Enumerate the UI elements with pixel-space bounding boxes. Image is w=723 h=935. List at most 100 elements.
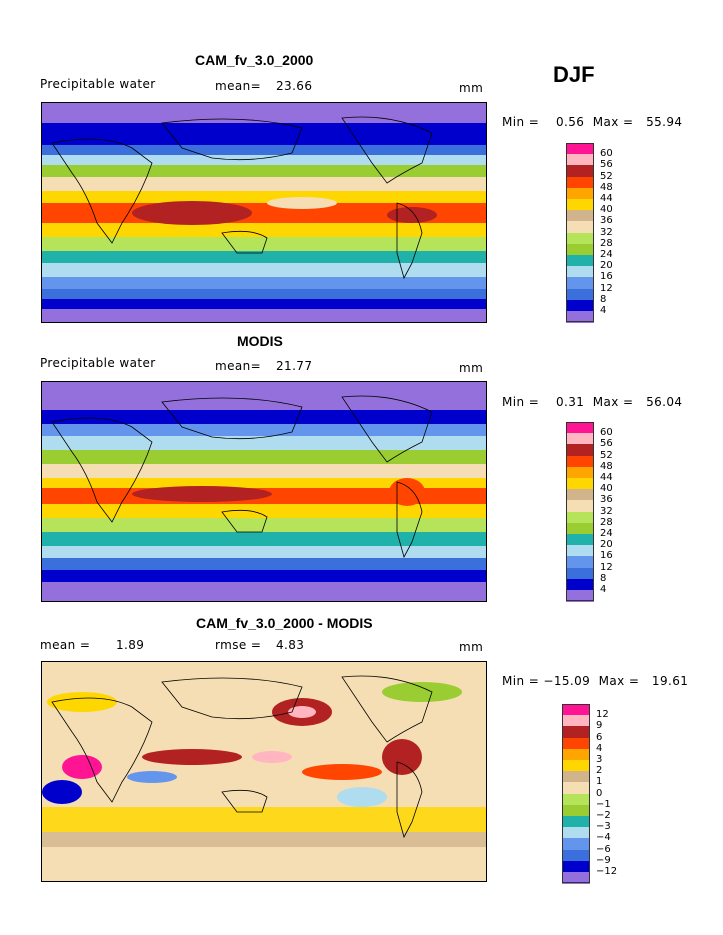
colorbar-tick-label: 3 bbox=[596, 754, 603, 765]
colorbar-tick-label: 12 bbox=[596, 709, 609, 721]
colorbar-swatch bbox=[562, 748, 590, 761]
colorbar-swatch bbox=[566, 243, 594, 256]
colorbar-swatch bbox=[566, 221, 594, 234]
colorbar-swatch bbox=[566, 255, 594, 267]
colorbar-swatch bbox=[566, 534, 594, 546]
colorbar-tick-label: −3 bbox=[596, 821, 611, 833]
panel-title: CAM_fv_3.0_2000 bbox=[195, 52, 314, 68]
season-label: DJF bbox=[553, 62, 595, 87]
colorbar-tick-label: −6 bbox=[596, 843, 611, 855]
colorbar-tick-label: 24 bbox=[600, 528, 613, 539]
colorbar-tick-label: 8 bbox=[600, 572, 607, 584]
colorbar-swatch bbox=[566, 176, 594, 189]
mean-label: mean= bbox=[215, 79, 262, 93]
colorbar-swatch bbox=[562, 704, 590, 716]
colorbar-swatch bbox=[562, 737, 590, 750]
colorbar-swatch bbox=[566, 556, 594, 569]
panel-title: MODIS bbox=[237, 333, 283, 349]
map-observations bbox=[41, 381, 487, 602]
colorbar-swatch bbox=[566, 187, 594, 200]
colorbar-swatch bbox=[566, 500, 594, 513]
colorbar-tick-label: 6 bbox=[596, 731, 603, 743]
colorbar-tick-label: 32 bbox=[600, 226, 613, 238]
colorbar-swatch bbox=[566, 545, 594, 557]
colorbar-swatch bbox=[566, 154, 594, 166]
colorbar-swatch bbox=[566, 466, 594, 479]
colorbar-tick-label: 4 bbox=[600, 305, 607, 316]
colorbar-tick-label: 2 bbox=[596, 765, 603, 777]
colorbar-swatch bbox=[566, 422, 594, 434]
variable-label: Precipitable water bbox=[40, 356, 156, 370]
colorbar-tick-label: 1 bbox=[596, 776, 603, 788]
colorbar-swatch bbox=[566, 433, 594, 445]
colorbar-tick-label: 20 bbox=[600, 539, 613, 551]
colorbar-tick-label: 52 bbox=[600, 170, 613, 182]
map-model bbox=[41, 102, 487, 323]
colorbar-swatch bbox=[566, 165, 594, 178]
colorbar-border bbox=[562, 704, 590, 884]
colorbar-tick-label: 52 bbox=[600, 449, 613, 461]
colorbar-tick-label: 4 bbox=[600, 584, 607, 595]
min-max-label: Min = −15.09 Max = 19.61 bbox=[502, 674, 689, 688]
min-max-label: Min = 0.31 Max = 56.04 bbox=[502, 395, 683, 409]
colorbar-tick-label: 9 bbox=[596, 720, 603, 732]
colorbar-tick-label: 36 bbox=[600, 494, 613, 506]
colorbar-tick-label: 16 bbox=[600, 550, 613, 562]
unit-label: mm bbox=[459, 640, 484, 654]
colorbar-swatch bbox=[566, 199, 594, 211]
mean-label: mean = bbox=[40, 638, 91, 652]
colorbar-tick-label: 4 bbox=[596, 742, 603, 754]
colorbar-swatch bbox=[566, 232, 594, 245]
colorbar-swatch bbox=[566, 511, 594, 524]
colorbar-tick-label: 56 bbox=[600, 438, 613, 450]
colorbar-swatch bbox=[566, 266, 594, 278]
colorbar-tick-label: 60 bbox=[600, 148, 613, 160]
colorbar-tick-label: 44 bbox=[600, 193, 613, 204]
colorbar-swatch bbox=[566, 444, 594, 457]
colorbar-swatch bbox=[562, 726, 590, 739]
rmse-value: 4.83 bbox=[276, 638, 305, 652]
colorbar-swatch bbox=[562, 793, 590, 806]
colorbar-swatch bbox=[562, 872, 590, 884]
colorbar-tick-label: 28 bbox=[600, 237, 613, 249]
colorbar-swatch bbox=[562, 849, 590, 862]
colorbar-tick-label: 12 bbox=[600, 561, 613, 573]
colorbar-tick-label: 56 bbox=[600, 159, 613, 171]
colorbar-tick-label: 48 bbox=[600, 460, 613, 472]
colorbar-swatch bbox=[566, 143, 594, 155]
colorbar-swatch bbox=[566, 489, 594, 501]
colorbar-tick-label: 32 bbox=[600, 505, 613, 517]
colorbar-tick-label: −12 bbox=[596, 866, 618, 877]
colorbar-tick-label: 40 bbox=[600, 204, 613, 216]
world-map-model bbox=[42, 103, 486, 322]
colorbar-swatch bbox=[562, 715, 590, 727]
colorbar-swatch bbox=[562, 838, 590, 851]
colorbar-border bbox=[566, 422, 594, 602]
colorbar-swatch bbox=[566, 590, 594, 602]
rmse-label: rmse = bbox=[215, 638, 262, 652]
colorbar-tick-label: −1 bbox=[596, 798, 611, 810]
colorbar-swatch bbox=[562, 860, 590, 873]
colorbar-swatch bbox=[566, 299, 594, 312]
panel-title: CAM_fv_3.0_2000 - MODIS bbox=[196, 615, 373, 631]
colorbar-tick-label: 16 bbox=[600, 271, 613, 283]
colorbar-swatch bbox=[566, 478, 594, 490]
colorbar-tick-label: 60 bbox=[600, 427, 613, 439]
colorbar-tick-label: 0 bbox=[596, 787, 603, 799]
colorbar-tick-label: 12 bbox=[600, 282, 613, 294]
colorbar-swatch bbox=[562, 804, 590, 817]
colorbar-tick-label: 48 bbox=[600, 181, 613, 193]
colorbar-tick-label: 24 bbox=[600, 249, 613, 260]
colorbar-tick-label: 40 bbox=[600, 483, 613, 495]
colorbar-tick-label: −4 bbox=[596, 832, 611, 844]
colorbar-swatch bbox=[566, 311, 594, 323]
mean-value: 21.77 bbox=[276, 359, 313, 373]
colorbar-tick-label: −9 bbox=[596, 854, 611, 866]
mean-value: 1.89 bbox=[116, 638, 145, 652]
colorbar-border bbox=[566, 143, 594, 323]
colorbar-swatch bbox=[566, 288, 594, 301]
world-map-difference bbox=[42, 662, 486, 881]
mean-value: 23.66 bbox=[276, 79, 313, 93]
colorbar-swatch bbox=[566, 578, 594, 591]
colorbar-swatch bbox=[562, 771, 590, 783]
